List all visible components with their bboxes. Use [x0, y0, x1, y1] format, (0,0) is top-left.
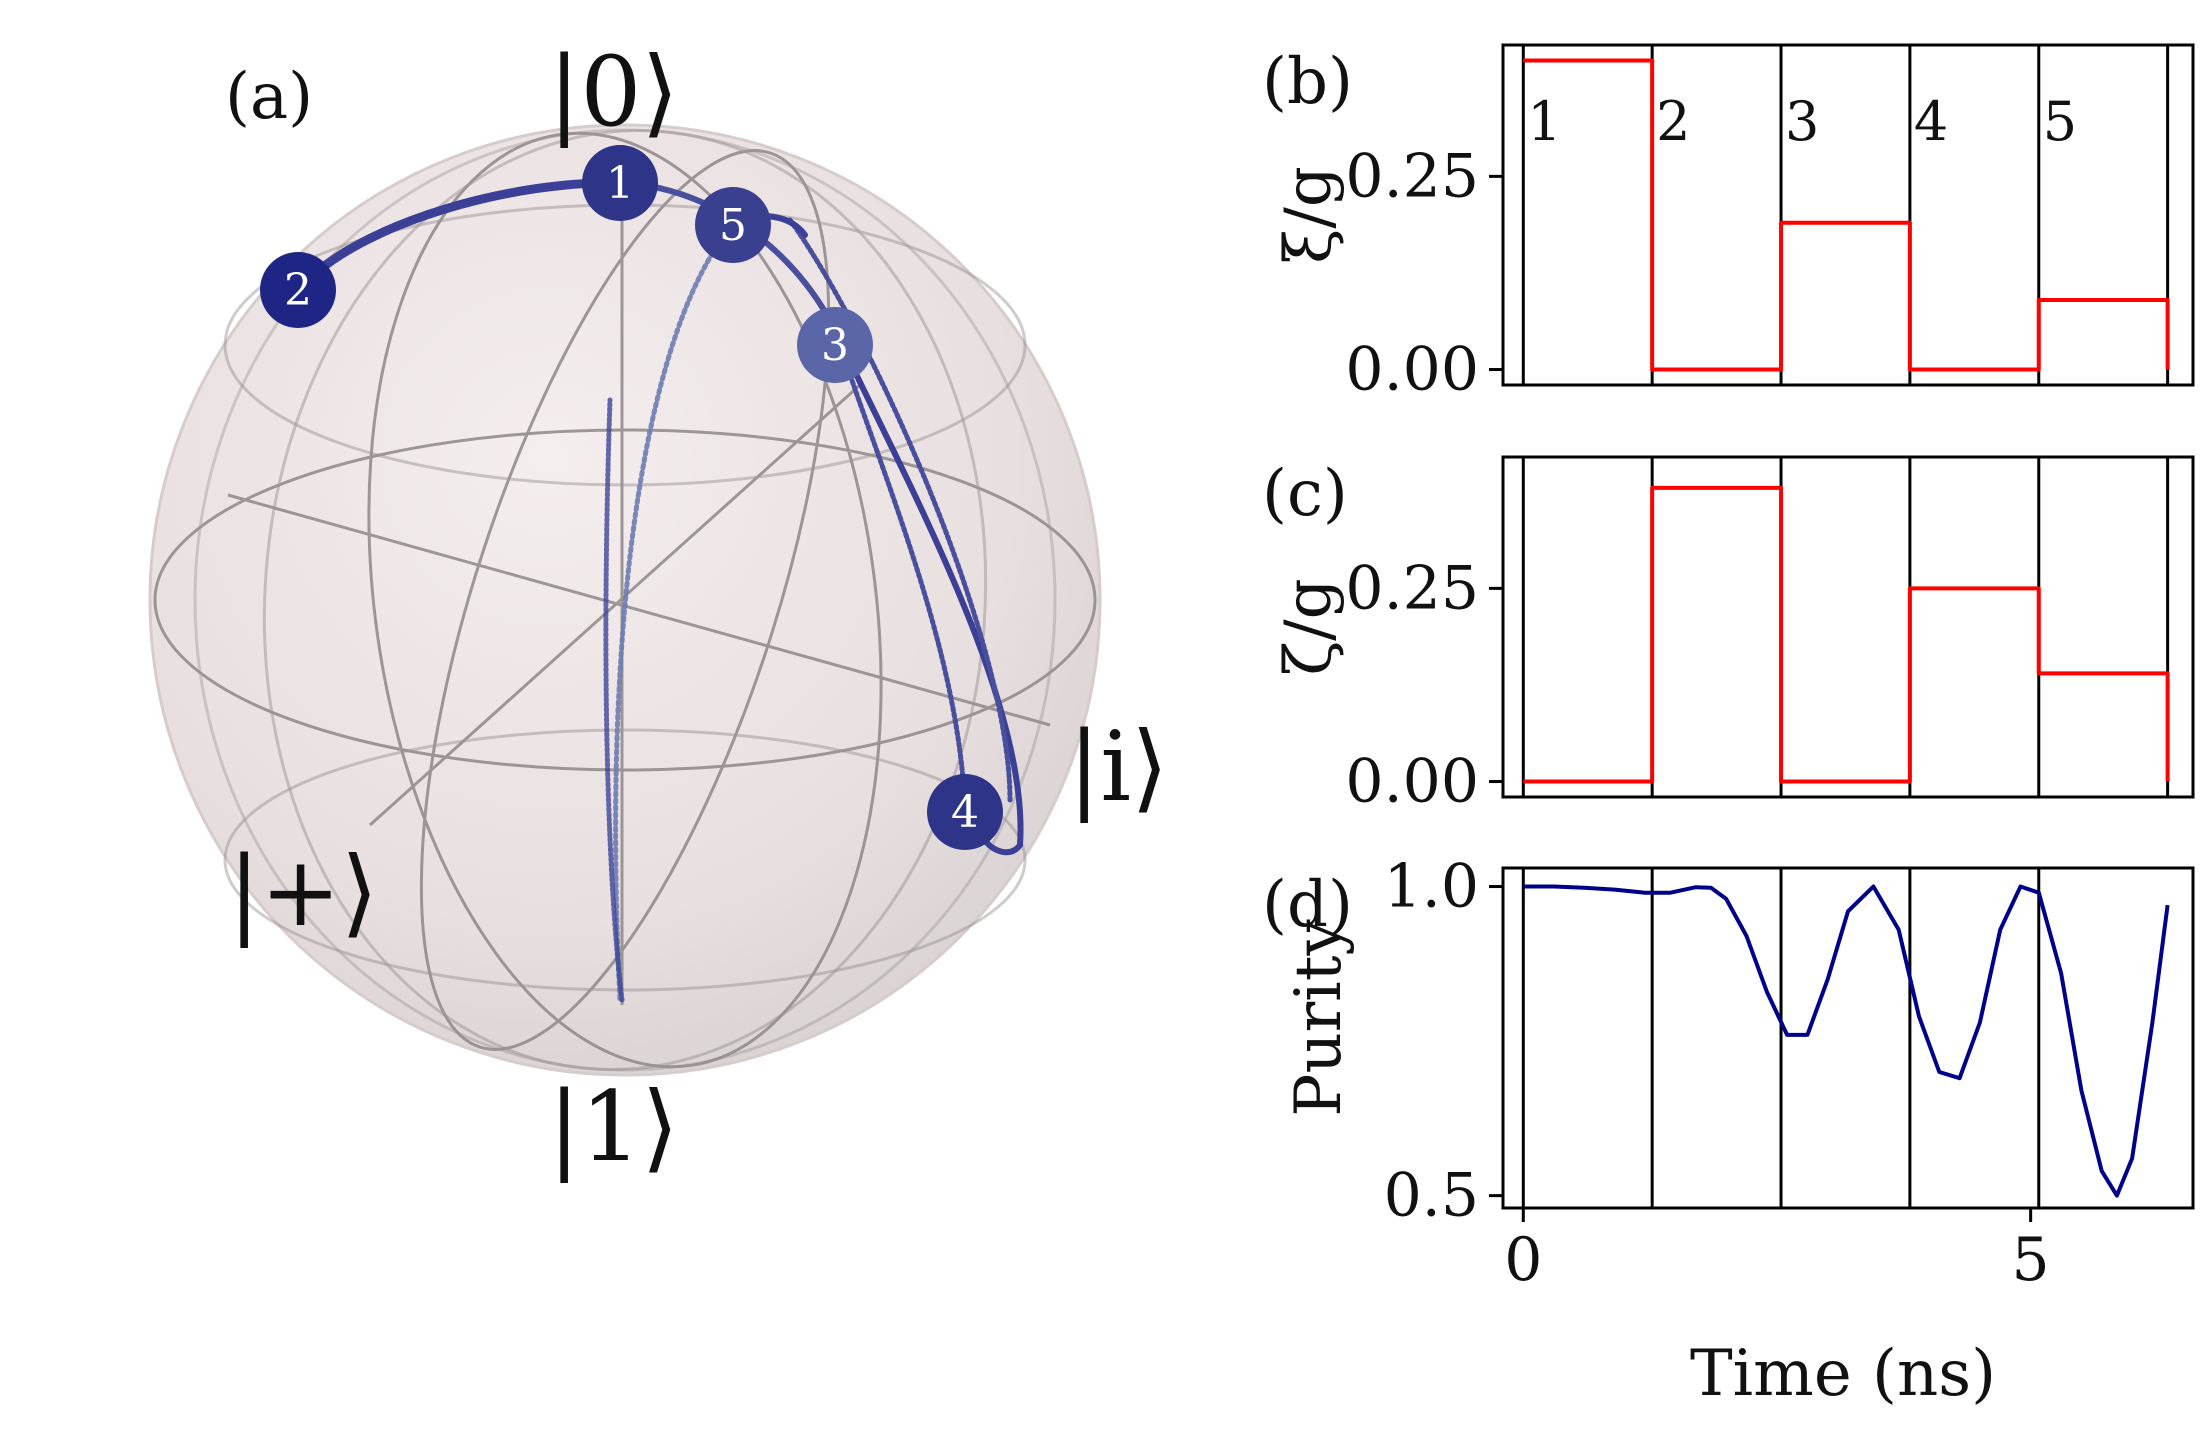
purity-ytick-label-1: 1.0 [1384, 852, 1479, 922]
xi-series-line-0 [1523, 58, 2170, 372]
xi-ytick-label-0: 0.00 [1345, 335, 1479, 405]
xi-segment-label-2: 2 [1656, 90, 1690, 153]
xi-panel-label: (b) [1262, 45, 1353, 119]
purity-xtick-label-1: 5 [2012, 1225, 2050, 1295]
xi-y-axis-title: ξ/g [1272, 166, 1346, 264]
marker-3-label: 3 [821, 320, 849, 371]
purity-panel-label: (d) [1262, 868, 1353, 942]
marker-5-label: 5 [719, 200, 747, 251]
trajectory-3-4-inner [832, 327, 968, 815]
xi-segment-label-1: 1 [1527, 90, 1561, 153]
purity-series-line-0 [1523, 884, 2170, 1198]
xi-segment-label-4: 4 [1914, 90, 1948, 153]
panel-label-a: (a) [225, 60, 313, 134]
zeta-ytick-label-1: 0.25 [1345, 553, 1479, 623]
meridian-1 [367, 131, 883, 1069]
trajectory-5-down [613, 222, 736, 1003]
zeta-y-axis-title: ζ/g [1272, 578, 1346, 675]
meridian-4 [193, 128, 1057, 1072]
marker-4: 4 [927, 774, 1003, 850]
x-axis-title: Time (ns) [1690, 1337, 1996, 1411]
ket-zero-label: |0⟩ [548, 36, 679, 148]
time-series-panels: 0.000.25(b)ξ/g1 2 3 4 50.000.25(c)ζ/g0.51.00… [1262, 43, 2195, 1295]
marker-4-label: 4 [951, 787, 979, 838]
marker-5: 5 [695, 187, 771, 263]
marker-1: 1 [582, 145, 658, 221]
xi-segment-label-5: 5 [2043, 90, 2077, 153]
purity-y-axis-title: Purity [1282, 919, 1356, 1116]
marker-1-label: 1 [606, 158, 634, 209]
marker-2-label: 2 [284, 265, 312, 316]
xi-ytick-label-1: 0.25 [1345, 141, 1479, 211]
xi-segment-label-3: 3 [1785, 90, 1819, 153]
trajectory-1-2 [293, 178, 625, 295]
axis-y [368, 383, 862, 827]
panel-xi: 0.00 0.25 (b) ξ/g 1 2 3 4 5 [1262, 43, 2195, 405]
purity-xtick-label-0: 0 [1504, 1225, 1542, 1295]
zeta-frame [1501, 455, 2195, 799]
purity-ytick-label-0: 0.5 [1384, 1161, 1479, 1231]
xi-frame [1501, 43, 2195, 387]
ket-plus-label: |+⟩ [228, 836, 378, 948]
panel-zeta: 0.00 0.25 (c) ζ/g [1262, 455, 2195, 817]
bloch-markers: 1 2 3 4 5 [260, 145, 1003, 850]
marker-2: 2 [260, 252, 336, 328]
zeta-series-line-0 [1523, 485, 2170, 784]
ket-one-label: |1⟩ [548, 1071, 679, 1183]
equator [153, 428, 1097, 772]
zeta-panel-label: (c) [1262, 457, 1348, 531]
purity-frame [1501, 866, 2195, 1210]
axis-x [227, 493, 1051, 727]
marker-3: 3 [797, 307, 873, 383]
panel-purity: 0.5 1.0 0 5 (d)Purity [1262, 852, 2195, 1295]
meridian-3 [262, 128, 988, 1072]
trajectory-to-1 [603, 397, 625, 1003]
trajectory-4-5 [787, 217, 1013, 803]
latitude-lower [223, 728, 1027, 992]
bloch-sphere-panel: 1 2 3 4 5 (a) |0⟩ |1⟩ |+⟩ |i⟩ [148, 36, 1169, 1183]
zeta-ytick-label-0: 0.00 [1345, 747, 1479, 817]
ket-i-label: |i⟩ [1068, 711, 1169, 823]
